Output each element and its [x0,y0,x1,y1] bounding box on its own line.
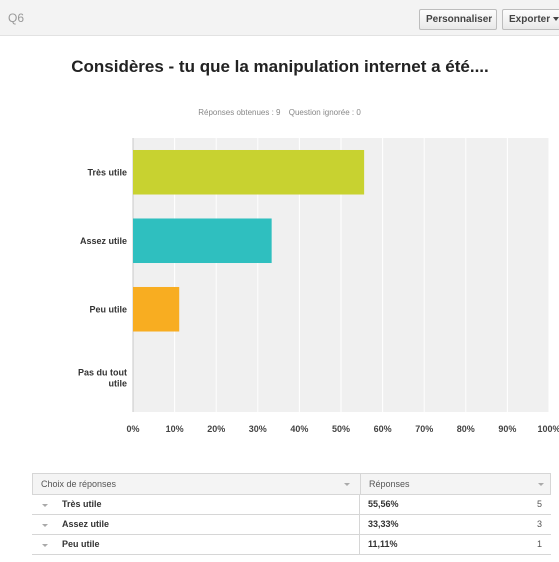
sort-icon[interactable] [344,483,350,486]
row-label: Très utile [62,499,102,509]
response-summary: Réponses obtenues : 9 Question ignorée :… [0,108,559,117]
table-row: Très utile 55,56% 5 [32,495,551,515]
bar [133,218,272,264]
row-percent: 11,11% [368,539,398,549]
x-tick-label: 100% [537,424,559,434]
table-header-row: Choix de réponses Réponses [32,473,551,495]
x-tick-label: 20% [207,424,225,434]
question-header: Q6 Personnaliser Exporter [0,0,559,36]
table-row: Peu utile 11,11% 1 [32,535,551,555]
x-tick-label: 80% [457,424,475,434]
x-tick-label: 0% [126,424,139,434]
expand-icon[interactable] [42,504,48,507]
column-divider [359,495,360,514]
export-button[interactable]: Exporter [502,9,559,30]
question-number: Q6 [8,11,25,25]
x-tick-label: 90% [498,424,516,434]
skipped-count: Question ignorée : 0 [288,108,361,117]
answered-count: Réponses obtenues : 9 [198,108,281,117]
row-percent: 33,33% [368,519,399,529]
export-label: Exporter [509,14,551,25]
x-tick-label: 70% [415,424,433,434]
column-header-responses[interactable]: Réponses [369,479,410,489]
y-category-label: Peu utile [89,304,127,314]
row-label: Peu utile [62,539,100,549]
column-header-choices[interactable]: Choix de réponses [41,479,117,489]
x-tick-label: 50% [332,424,350,434]
row-count: 3 [537,519,543,529]
row-count: 1 [537,539,543,549]
row-label: Assez utile [62,519,110,529]
row-percent: 55,56% [368,499,399,509]
expand-icon[interactable] [42,544,48,547]
sort-icon[interactable] [538,483,544,486]
bar [133,286,180,332]
column-divider [360,474,361,494]
chart-title: Considères - tu que la manipulation inte… [71,57,489,76]
customize-button[interactable]: Personnaliser [419,9,497,30]
y-category-label: Pas du tout utile [78,367,127,388]
y-category-label: Très utile [87,167,127,177]
column-divider [359,535,360,554]
bar-chart: 0% 10% 20% 30% 40% 50% 60% 70% 80% 90% 100% Très ut… [78,138,559,434]
column-divider [359,515,360,534]
table-row: Assez utile 33,33% 3 [32,515,551,535]
x-tick-label: 30% [249,424,267,434]
chevron-down-icon [553,17,559,22]
x-tick-label: 60% [374,424,392,434]
row-count: 5 [537,499,543,509]
expand-icon[interactable] [42,524,48,527]
x-tick-label: 10% [166,424,184,434]
x-tick-label: 40% [290,424,308,434]
y-category-label: Assez utile [80,236,127,246]
bar [133,149,365,195]
